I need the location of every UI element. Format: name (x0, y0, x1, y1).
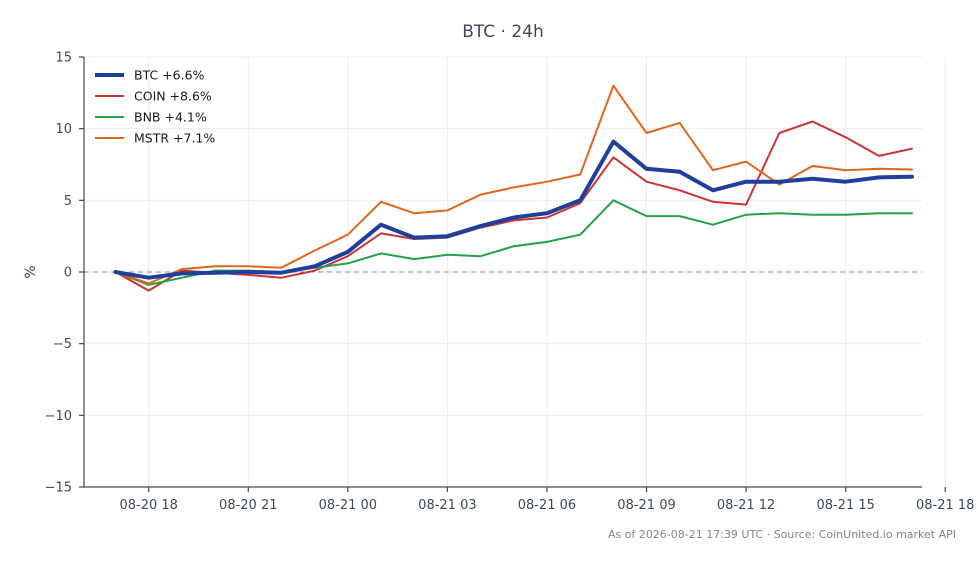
x-tick-label: 08-21 03 (418, 498, 476, 513)
y-tick-label: −10 (45, 409, 72, 424)
x-tick-label: 08-21 06 (518, 498, 576, 513)
series-line-coin (114, 120, 913, 292)
y-axis-label: % (23, 265, 39, 278)
y-tick-label: 0 (64, 266, 72, 281)
chart-title: BTC · 24h (462, 22, 544, 42)
x-tick-label: 08-20 21 (219, 498, 277, 513)
x-tick-label: 08-21 12 (717, 498, 775, 513)
y-tick-label: −5 (53, 337, 72, 352)
x-tick-label: 08-21 00 (319, 498, 377, 513)
y-tick-label: −15 (45, 481, 72, 496)
x-tick-label: 08-21 18 (916, 498, 974, 513)
y-tick-label: 5 (64, 194, 72, 209)
y-tick-label: 10 (55, 122, 72, 137)
x-tick-label: 08-20 18 (119, 498, 177, 513)
legend: BTC +6.6% COIN +8.6% BNB +4.1% MSTR +7.1% (95, 68, 215, 146)
y-tick-label: 15 (55, 51, 72, 66)
footer-source: As of 2026-08-21 17:39 UTC · Source: Coi… (608, 528, 956, 541)
legend-label: MSTR +7.1% (134, 131, 215, 146)
legend-label: COIN +8.6% (134, 89, 212, 104)
x-tick-label: 08-21 09 (617, 498, 675, 513)
series-line-mstr (114, 84, 913, 285)
legend-label: BTC +6.6% (134, 68, 205, 83)
x-tick-label: 08-21 15 (816, 498, 874, 513)
series-line-btc (113, 139, 914, 280)
series-lines (113, 84, 914, 292)
y-axis-ticks: 15 10 5 0 −5 −10 −15 (45, 51, 84, 496)
x-axis-ticks: 08-20 18 08-20 21 08-21 00 08-21 03 08-21 06… (119, 487, 974, 513)
legend-label: BNB +4.1% (134, 110, 207, 125)
